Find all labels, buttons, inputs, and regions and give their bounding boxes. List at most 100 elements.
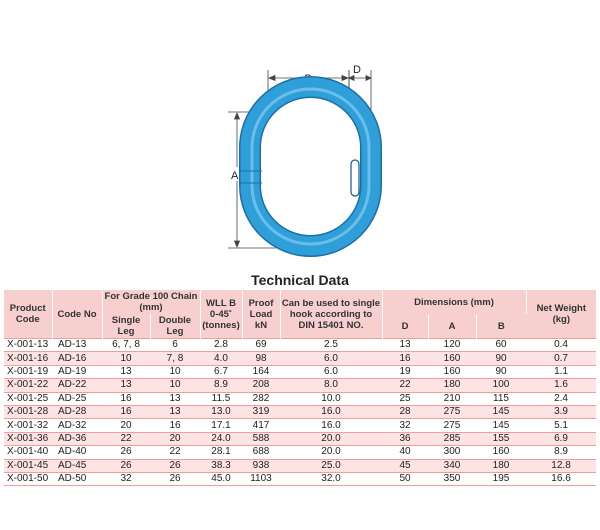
header-hook: Can be used to single hook according to … <box>280 290 383 339</box>
header-dim-b: B <box>476 314 527 339</box>
cell-net-weight: 3.9 <box>526 404 597 419</box>
cell-product-code: X-001-45 <box>4 458 52 473</box>
cell-wll: 2.8 <box>200 337 242 352</box>
cell-dim-d: 22 <box>382 378 428 393</box>
header-wll: WLL B 0-45˚ (tonnes) <box>200 290 243 339</box>
header-proof-load: Proof Load kN <box>242 290 281 339</box>
header-double-leg: Double Leg <box>150 314 201 339</box>
table-row: X-001-22 AD-22 13 10 8.9 208 8.0 22 180 100 1.6 <box>4 378 597 393</box>
header-grade-chain: For Grade 100 Chain (mm) <box>102 290 201 314</box>
cell-proof-load: 282 <box>242 391 280 406</box>
cell-net-weight: 12.8 <box>526 458 597 473</box>
table-row: X-001-19 AD-19 13 10 6.7 164 6.0 19 160 90 1.1 <box>4 364 597 379</box>
cell-single-leg: 22 <box>102 431 150 446</box>
cell-hook-no: 16.0 <box>280 404 382 419</box>
cell-wll: 28.1 <box>200 445 242 460</box>
table-title: Technical Data <box>251 272 349 288</box>
cell-product-code: X-001-13 <box>4 337 52 352</box>
cell-dim-b: 100 <box>476 378 527 393</box>
cell-dim-a: 210 <box>428 391 476 406</box>
cell-dim-d: 50 <box>382 471 428 487</box>
cell-double-leg: 13 <box>150 391 200 406</box>
cell-dim-a: 275 <box>428 404 476 419</box>
cell-hook-no: 6.0 <box>280 351 382 366</box>
cell-product-code: X-001-50 <box>4 471 52 487</box>
header-single-leg: Single Leg <box>102 314 151 339</box>
cell-proof-load: 688 <box>242 445 280 460</box>
cell-wll: 4.0 <box>200 351 242 366</box>
cell-wll: 38.3 <box>200 458 242 473</box>
cell-net-weight: 0.7 <box>526 351 597 366</box>
cell-hook-no: 20.0 <box>280 431 382 446</box>
cell-hook-no: 32.0 <box>280 471 382 487</box>
cell-proof-load: 69 <box>242 337 280 352</box>
table-row: X-001-40 AD-40 26 22 28.1 688 20.0 40 300 160 8.9 <box>4 445 597 460</box>
master-link-shape <box>239 76 382 257</box>
cell-proof-load: 417 <box>242 418 280 433</box>
header-code-no: Code No <box>52 290 103 339</box>
cell-dim-a: 340 <box>428 458 476 473</box>
label-d: D <box>353 64 361 76</box>
cell-wll: 45.0 <box>200 471 242 487</box>
cell-dim-a: 160 <box>428 351 476 366</box>
table-body: X-001-13 AD-13 6, 7, 8 6 2.8 69 2.5 13 120 60 0.4 X… <box>4 337 597 487</box>
table-row: X-001-45 AD-45 26 26 38.3 938 25.0 45 340 180 12.8 <box>4 458 597 473</box>
cell-dim-a: 180 <box>428 378 476 393</box>
cell-product-code: X-001-19 <box>4 364 52 379</box>
cell-proof-load: 588 <box>242 431 280 446</box>
cell-double-leg: 26 <box>150 471 200 487</box>
cell-wll: 6.7 <box>200 364 242 379</box>
cell-dim-d: 40 <box>382 445 428 460</box>
cell-product-code: X-001-32 <box>4 418 52 433</box>
cell-dim-b: 90 <box>476 364 527 379</box>
cell-hook-no: 20.0 <box>280 445 382 460</box>
cell-dim-b: 155 <box>476 431 527 446</box>
header-dimensions: Dimensions (mm) <box>382 290 527 314</box>
cell-product-code: X-001-16 <box>4 351 52 366</box>
cell-single-leg: 6, 7, 8 <box>102 337 150 352</box>
header-dim-d: D <box>382 314 429 339</box>
cell-code-no: AD-28 <box>52 404 102 419</box>
cell-product-code: X-001-22 <box>4 378 52 393</box>
cell-double-leg: 26 <box>150 458 200 473</box>
table-row: X-001-28 AD-28 16 13 13.0 319 16.0 28 275 145 3.9 <box>4 404 597 419</box>
cell-code-no: AD-50 <box>52 471 102 487</box>
cell-product-code: X-001-25 <box>4 391 52 406</box>
cell-dim-a: 300 <box>428 445 476 460</box>
cell-dim-d: 32 <box>382 418 428 433</box>
cell-proof-load: 98 <box>242 351 280 366</box>
cell-code-no: AD-16 <box>52 351 102 366</box>
cell-double-leg: 10 <box>150 378 200 393</box>
cell-net-weight: 6.9 <box>526 431 597 446</box>
cell-double-leg: 20 <box>150 431 200 446</box>
cell-product-code: X-001-28 <box>4 404 52 419</box>
cell-wll: 13.0 <box>200 404 242 419</box>
table-row: X-001-32 AD-32 20 16 17.1 417 16.0 32 275 145 5.1 <box>4 418 597 433</box>
cell-dim-a: 285 <box>428 431 476 446</box>
cell-code-no: AD-22 <box>52 378 102 393</box>
cell-wll: 11.5 <box>200 391 242 406</box>
cell-dim-d: 36 <box>382 431 428 446</box>
cell-proof-load: 208 <box>242 378 280 393</box>
cell-dim-b: 90 <box>476 351 527 366</box>
cell-code-no: AD-32 <box>52 418 102 433</box>
cell-double-leg: 22 <box>150 445 200 460</box>
cell-net-weight: 1.1 <box>526 364 597 379</box>
cell-double-leg: 16 <box>150 418 200 433</box>
cell-net-weight: 5.1 <box>526 418 597 433</box>
cell-code-no: AD-19 <box>52 364 102 379</box>
cell-net-weight: 1.6 <box>526 378 597 393</box>
cell-code-no: AD-36 <box>52 431 102 446</box>
cell-net-weight: 0.4 <box>526 337 597 352</box>
cell-dim-d: 28 <box>382 404 428 419</box>
cell-dim-d: 45 <box>382 458 428 473</box>
cell-wll: 24.0 <box>200 431 242 446</box>
cell-dim-a: 120 <box>428 337 476 352</box>
cell-hook-no: 8.0 <box>280 378 382 393</box>
cell-single-leg: 13 <box>102 378 150 393</box>
cell-double-leg: 7, 8 <box>150 351 200 366</box>
cell-double-leg: 13 <box>150 404 200 419</box>
cell-dim-d: 16 <box>382 351 428 366</box>
cell-single-leg: 16 <box>102 391 150 406</box>
cell-dim-d: 13 <box>382 337 428 352</box>
